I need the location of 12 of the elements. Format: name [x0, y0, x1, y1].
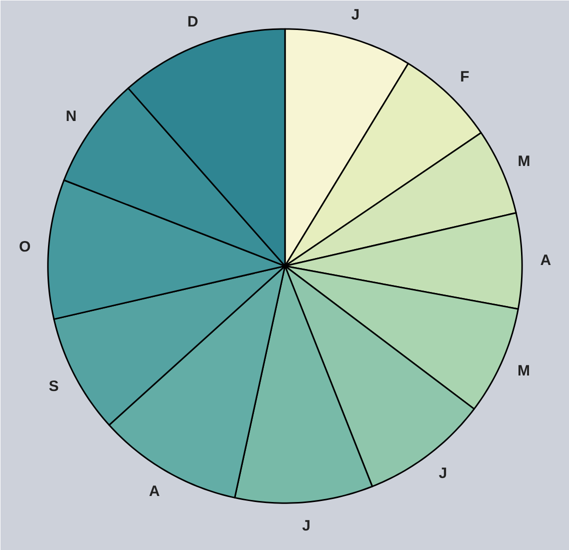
slice-label: M [517, 362, 530, 380]
slice-label: J [438, 465, 448, 482]
slice-label: F [460, 68, 470, 86]
slice-label: D [187, 14, 198, 31]
slice-label: M [518, 153, 530, 170]
slice-label: J [351, 6, 360, 24]
slice-label: S [48, 378, 59, 396]
slice-label: A [540, 252, 552, 269]
slice-label: J [302, 517, 310, 534]
slice-label: N [66, 108, 77, 126]
slice-label: O [19, 238, 32, 256]
slice-label: A [148, 483, 160, 500]
